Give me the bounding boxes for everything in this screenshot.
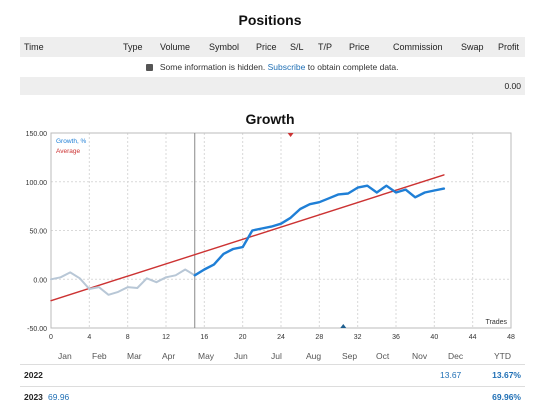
x-tick-label: 44 bbox=[469, 334, 477, 341]
month-feb: Feb bbox=[92, 351, 107, 361]
growth-title: Growth bbox=[245, 111, 295, 127]
series-growth-early-line bbox=[50, 268, 196, 296]
month-ytd: YTD bbox=[494, 351, 511, 361]
col-commission: Commission bbox=[393, 42, 443, 52]
notice-suffix: to obtain complete data. bbox=[307, 62, 399, 72]
col-swap: Swap bbox=[461, 42, 484, 52]
positions-total: 0.00 bbox=[504, 81, 521, 91]
month-dec: Dec bbox=[448, 351, 464, 361]
x-tick-label: 20 bbox=[239, 334, 247, 341]
month-jul: Jul bbox=[271, 351, 282, 361]
col-time: Time bbox=[24, 42, 44, 52]
x-tick-label: 16 bbox=[200, 334, 208, 341]
col-symbol: Symbol bbox=[209, 42, 240, 52]
month-sep: Sep bbox=[342, 351, 358, 361]
table-row: 2022 13.67 13.67% bbox=[20, 364, 525, 384]
col-profit: Profit bbox=[498, 42, 520, 52]
value-2023-jan: 69.96 bbox=[48, 392, 70, 402]
positions-total-row: 0.00 bbox=[20, 77, 525, 95]
x-tick-label: 8 bbox=[126, 334, 130, 341]
x-tick-label: 12 bbox=[162, 334, 170, 341]
x-tick-label: 28 bbox=[315, 334, 323, 341]
legend-growth: Growth, % bbox=[56, 138, 87, 145]
month-jun: Jun bbox=[234, 351, 248, 361]
x-tick-label: 4 bbox=[87, 334, 91, 341]
year-2022: 2022 bbox=[24, 370, 43, 380]
x-tick-label: 36 bbox=[392, 334, 400, 341]
y-tick-label: 0.00 bbox=[33, 277, 47, 284]
year-2023: 2023 bbox=[24, 392, 43, 402]
ytd-2023: 69.96% bbox=[492, 392, 521, 402]
bottom-marker-icon bbox=[340, 324, 347, 328]
legend-average: Average bbox=[56, 148, 80, 155]
col-price-2: Price bbox=[349, 42, 370, 52]
y-tick-label: -50.00 bbox=[27, 326, 47, 333]
month-aug: Aug bbox=[306, 351, 322, 361]
positions-table-header: Time Type Volume Symbol Price S/L T/P Pr… bbox=[20, 37, 525, 57]
chart-grid bbox=[51, 132, 511, 329]
x-tick-label: 0 bbox=[49, 334, 53, 341]
y-tick-label: 150.00 bbox=[26, 131, 48, 138]
col-tp: T/P bbox=[318, 42, 333, 52]
x-tick-label: 24 bbox=[277, 334, 285, 341]
col-type: Type bbox=[123, 42, 143, 52]
table-row: 2023 69.96 69.96% bbox=[20, 386, 525, 406]
hidden-info-notice: Some information is hidden. Subscribe to… bbox=[20, 58, 525, 76]
month-jan: Jan bbox=[58, 351, 72, 361]
col-volume: Volume bbox=[160, 42, 191, 52]
plot-frame bbox=[50, 132, 512, 329]
y-tick-label: 100.00 bbox=[26, 180, 48, 187]
month-may: May bbox=[198, 351, 215, 361]
chart-axes bbox=[50, 132, 512, 329]
subscribe-link[interactable]: Subscribe bbox=[267, 62, 306, 72]
col-price: Price bbox=[256, 42, 277, 52]
lock-icon bbox=[146, 64, 154, 71]
ytd-2022: 13.67% bbox=[492, 370, 521, 380]
x-tick-label: 48 bbox=[507, 334, 515, 341]
x-tick-label: 40 bbox=[430, 334, 438, 341]
month-oct: Oct bbox=[376, 351, 390, 361]
series-growth-line bbox=[193, 184, 446, 277]
value-2022-dec: 13.67 bbox=[440, 370, 462, 380]
top-marker-icon bbox=[287, 133, 294, 137]
month-nov: Nov bbox=[412, 351, 428, 361]
months-header: Jan Feb Mar Apr May Jun Jul Aug Sep Oct Nov Dec YTD bbox=[20, 346, 525, 364]
y-tick-label: 50.00 bbox=[29, 229, 47, 236]
month-apr: Apr bbox=[162, 351, 176, 361]
positions-title: Positions bbox=[238, 12, 302, 28]
notice-prefix: Some information is hidden. bbox=[159, 62, 266, 72]
x-axis-label: Trades bbox=[485, 319, 507, 326]
col-sl: S/L bbox=[290, 42, 304, 52]
chart-series bbox=[50, 174, 446, 302]
x-tick-label: 32 bbox=[354, 334, 362, 341]
month-mar: Mar bbox=[127, 351, 142, 361]
